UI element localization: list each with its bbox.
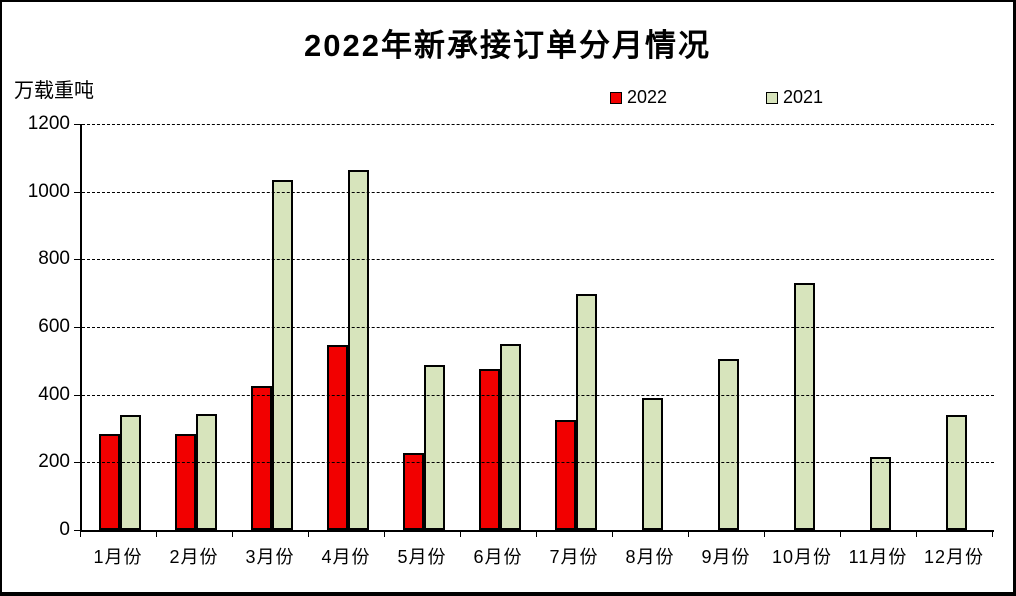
bar-2022-2月份 bbox=[175, 433, 196, 530]
x-label-4月份: 4月份 bbox=[321, 547, 371, 567]
y-tick-mark-1200 bbox=[74, 124, 80, 125]
x-tick-mark-12 bbox=[992, 532, 993, 537]
x-tick-mark-2 bbox=[232, 532, 233, 537]
y-tick-label-200: 200 bbox=[38, 451, 70, 473]
chart-title: 2022年新承接订单分月情况 bbox=[304, 28, 711, 63]
x-tick-mark-8 bbox=[688, 532, 689, 537]
plot-area bbox=[80, 124, 994, 532]
bar-2021-1月份 bbox=[120, 414, 141, 530]
category-8月份 bbox=[614, 124, 690, 530]
x-tick-mark-11 bbox=[916, 532, 917, 537]
x-label-3月份: 3月份 bbox=[245, 547, 295, 567]
bar-2021-8月份 bbox=[641, 398, 663, 530]
legend-label-2021: 2021 bbox=[783, 87, 824, 107]
bar-2021-5月份 bbox=[424, 364, 445, 530]
x-axis-labels: 1月份 2月份 3月份 4月份 5月份 6月份 7月份 8月份 9月份 10月份 11月份 12月份 bbox=[80, 543, 992, 569]
y-tick-label-1000: 1000 bbox=[27, 180, 70, 202]
x-tick-mark-1 bbox=[156, 532, 157, 537]
gridline-400 bbox=[82, 394, 994, 396]
bar-2022-6月份 bbox=[479, 368, 500, 530]
gridline-1200 bbox=[82, 124, 994, 125]
x-tick-mark-9 bbox=[764, 532, 765, 537]
category-3月份 bbox=[234, 124, 310, 530]
gridline-800 bbox=[82, 259, 994, 261]
bar-2021-2月份 bbox=[196, 413, 217, 530]
y-tick-label-400: 400 bbox=[38, 383, 70, 405]
x-label-10月份: 10月份 bbox=[771, 547, 833, 567]
category-5月份 bbox=[386, 124, 462, 530]
x-label-2月份: 2月份 bbox=[169, 547, 219, 567]
x-label-7月份: 7月份 bbox=[549, 547, 599, 567]
x-tick-mark-6 bbox=[536, 532, 537, 537]
category-11月份 bbox=[842, 124, 918, 530]
x-tick-mark-3 bbox=[308, 532, 309, 537]
y-tick-mark-400 bbox=[74, 394, 80, 396]
bar-2021-11月份 bbox=[869, 456, 891, 530]
bar-2021-6月份 bbox=[500, 344, 521, 530]
x-tick-mark-10 bbox=[840, 532, 841, 537]
gridline-200 bbox=[82, 462, 994, 464]
x-label-1月份: 1月份 bbox=[93, 547, 143, 567]
bar-2021-9月份 bbox=[717, 359, 739, 530]
y-tick-mark-800 bbox=[74, 259, 80, 261]
bar-2021-12月份 bbox=[945, 414, 967, 530]
bar-2021-10月份 bbox=[793, 283, 815, 530]
category-9月份 bbox=[690, 124, 766, 530]
legend-item-2022: 2022 bbox=[610, 87, 667, 108]
x-tick-mark-4 bbox=[384, 532, 385, 537]
category-1月份 bbox=[82, 124, 158, 530]
legend-item-2021: 2021 bbox=[766, 87, 823, 108]
x-label-12月份: 12月份 bbox=[923, 547, 985, 567]
legend-swatch-2022 bbox=[610, 91, 622, 104]
y-tick-label-800: 800 bbox=[38, 248, 70, 270]
x-label-11月份: 11月份 bbox=[848, 547, 908, 567]
x-tick-mark-5 bbox=[460, 532, 461, 537]
x-tick-mark-0 bbox=[80, 532, 81, 537]
category-12月份 bbox=[918, 124, 994, 530]
x-label-9月份: 9月份 bbox=[701, 547, 751, 567]
x-label-8月份: 8月份 bbox=[625, 547, 675, 567]
y-tick-mark-200 bbox=[74, 462, 80, 464]
category-10月份 bbox=[766, 124, 842, 530]
y-tick-label-0: 0 bbox=[59, 519, 70, 540]
bar-2022-4月份 bbox=[327, 345, 348, 530]
legend-label-2022: 2022 bbox=[627, 87, 668, 107]
y-tick-mark-0 bbox=[74, 530, 80, 531]
bar-2022-1月份 bbox=[99, 433, 120, 530]
bar-2022-3月份 bbox=[251, 385, 272, 530]
y-tick-mark-1000 bbox=[74, 191, 80, 193]
gridline-1000 bbox=[82, 191, 994, 193]
y-axis-unit-label: 万载重吨 bbox=[14, 80, 94, 102]
bar-2021-3月份 bbox=[272, 179, 293, 530]
y-tick-label-600: 600 bbox=[38, 316, 70, 337]
legend-swatch-2021 bbox=[766, 91, 778, 104]
x-label-5月份: 5月份 bbox=[397, 547, 447, 567]
x-tick-mark-7 bbox=[612, 532, 613, 537]
category-7月份 bbox=[538, 124, 614, 530]
gridline-600 bbox=[82, 327, 994, 328]
bar-2021-7月份 bbox=[576, 294, 597, 530]
y-tick-mark-600 bbox=[74, 327, 80, 328]
category-6月份 bbox=[462, 124, 538, 530]
bar-2022-5月份 bbox=[403, 452, 424, 530]
y-tick-label-1200: 1200 bbox=[27, 113, 70, 134]
bar-2022-7月份 bbox=[555, 419, 576, 530]
x-label-6月份: 6月份 bbox=[473, 547, 523, 567]
category-2月份 bbox=[158, 124, 234, 530]
bar-2021-4月份 bbox=[348, 169, 369, 530]
